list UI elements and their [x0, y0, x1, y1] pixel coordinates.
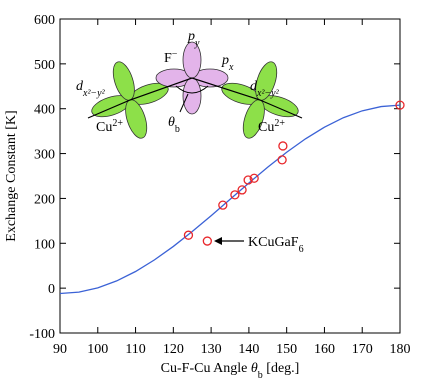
f-orbital — [155, 41, 229, 115]
data-point — [277, 155, 287, 165]
text-part: p — [187, 29, 195, 44]
inset-label: Cu2+ — [96, 118, 123, 136]
data-point — [237, 185, 247, 195]
text-part: b — [175, 124, 180, 135]
inset-label: dx²−y² — [250, 79, 280, 99]
text-part: x²−y² — [256, 88, 280, 99]
data-point — [278, 141, 288, 151]
x-tick-label: 110 — [125, 342, 145, 357]
x-tick-label: 180 — [390, 342, 411, 357]
data-point — [249, 173, 259, 183]
x-tick-label: 100 — [87, 342, 108, 357]
text-part: d — [250, 79, 258, 94]
text-part: Cu-F-Cu Angle — [161, 361, 251, 376]
x-tick-label: 140 — [238, 342, 259, 357]
text-part: F — [164, 51, 172, 66]
y-tick-label: 500 — [34, 58, 55, 73]
y-tick-label: 300 — [34, 148, 55, 163]
data-point — [218, 200, 228, 210]
y-tick-label: 400 — [34, 103, 55, 118]
text-part: − — [172, 49, 178, 60]
text-part: d — [76, 79, 84, 94]
inset-label: θb — [168, 115, 180, 135]
fit-curve — [59, 104, 401, 295]
angle-arc — [175, 85, 209, 94]
annotation-arrowhead — [214, 237, 222, 245]
x-tick-label: 150 — [276, 342, 297, 357]
text-part: KCuGaF — [248, 235, 299, 250]
annotation: KCuGaF6 — [248, 235, 304, 255]
inset-label: Cu2+ — [258, 118, 285, 136]
x-tick-label: 90 — [53, 342, 67, 357]
data-point — [243, 175, 253, 185]
plot-frame — [59, 18, 401, 334]
text-part: Exchange Constant [K] — [4, 110, 19, 241]
x-tick-label: 130 — [201, 342, 222, 357]
text-part: x²−y² — [82, 88, 106, 99]
inset-label: dx²−y² — [76, 79, 106, 99]
text-part: 6 — [299, 244, 304, 255]
data-point — [230, 190, 240, 200]
text-part: 2+ — [112, 118, 123, 129]
text-part: y — [194, 38, 200, 49]
text-part: [deg.] — [263, 361, 300, 376]
x-tick-label: 120 — [163, 342, 184, 357]
text-part: 2+ — [274, 118, 285, 129]
text-part: Cu — [96, 120, 112, 135]
y-axis-label: Exchange Constant [K] — [4, 110, 19, 241]
y-tick-label: 0 — [48, 282, 55, 297]
text-part: x — [228, 62, 234, 73]
y-tick-label: -100 — [29, 327, 55, 342]
data-point — [183, 230, 194, 240]
x-tick-label: 170 — [352, 342, 373, 357]
lobe — [182, 77, 202, 115]
y-tick-label: 200 — [34, 192, 55, 207]
angle-pointer — [179, 93, 189, 113]
text-part: b — [258, 370, 263, 381]
text-part: θ — [251, 361, 258, 376]
data-point — [395, 100, 405, 110]
inset-diagram — [87, 41, 303, 139]
text-part: p — [221, 53, 229, 68]
inset-label: F− — [164, 49, 178, 67]
inset-label: px — [221, 53, 234, 73]
inset-label: py — [187, 29, 200, 49]
y-tick-label: 100 — [34, 237, 55, 252]
x-axis-label: Cu-F-Cu Angle θb [deg.] — [161, 361, 300, 381]
text-part: Cu — [258, 120, 274, 135]
text-part: θ — [168, 115, 175, 130]
y-tick-label: 600 — [34, 13, 55, 28]
data-point — [202, 236, 212, 246]
bond-line — [87, 77, 303, 119]
x-tick-label: 160 — [314, 342, 335, 357]
